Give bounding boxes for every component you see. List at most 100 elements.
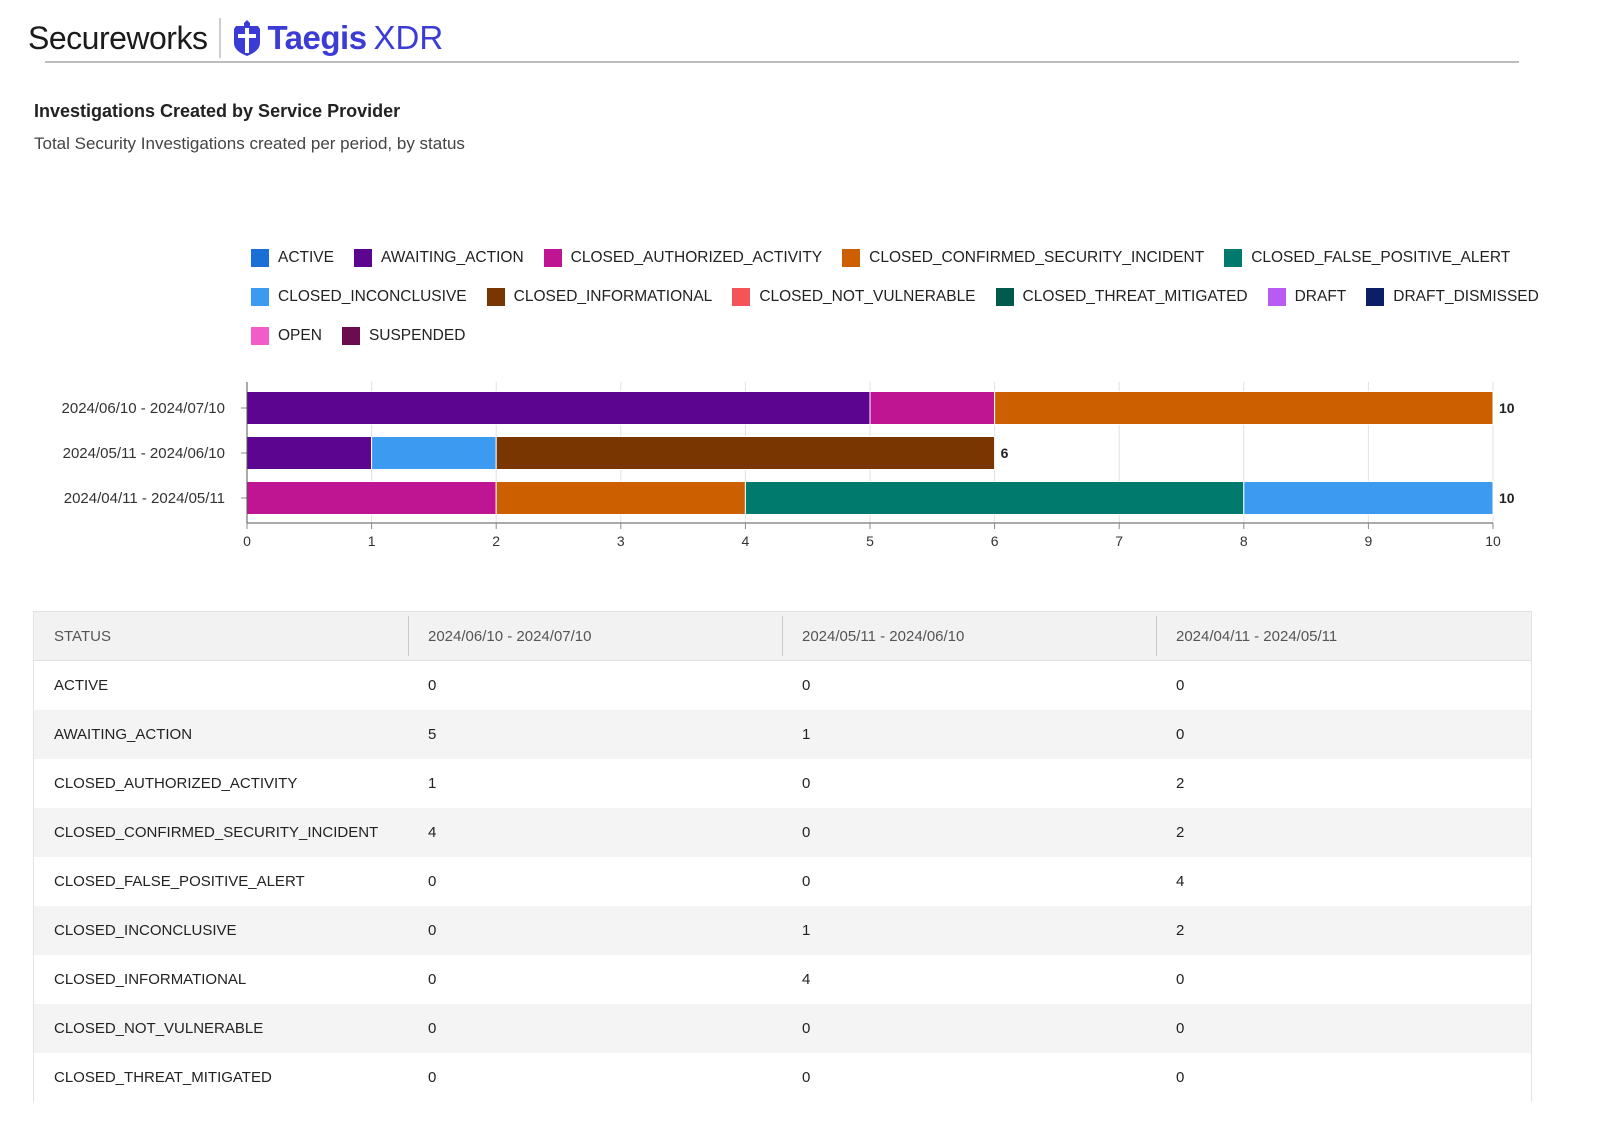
x-tick-label: 6 [991, 533, 999, 549]
legend-swatch [251, 326, 269, 345]
bar-segment [246, 391, 871, 425]
chart-legend: ACTIVE AWAITING_ACTION CLOSED_AUTHORIZED_A… [251, 238, 1539, 355]
legend-swatch [341, 326, 360, 345]
legend-label: CLOSED_THREAT_MITIGATED [1022, 287, 1248, 305]
bar-segment [869, 391, 996, 425]
legend-swatch [1366, 287, 1385, 306]
legend-item[interactable]: OPEN [251, 326, 322, 345]
bar-segment [495, 481, 746, 515]
legend-item[interactable]: CLOSED_THREAT_MITIGATED [995, 287, 1248, 306]
table-column-header[interactable]: 2024/04/11 - 2024/05/11 [1156, 615, 1530, 656]
x-tick-label: 2 [492, 533, 500, 549]
count-cell: 0 [428, 1020, 437, 1037]
legend-item[interactable]: CLOSED_INFORMATIONAL [486, 287, 712, 306]
header-brand-bar: Secureworks Taegis XDR [28, 14, 443, 62]
count-cell: 0 [802, 775, 811, 792]
x-tick-label: 0 [243, 533, 251, 549]
count-cell: 0 [802, 677, 811, 694]
table-header-row: STATUS 2024/06/10 - 2024/07/10 2024/05/11 … [34, 612, 1531, 661]
table-row: CLOSED_FALSE_POSITIVE_ALERT 0 0 4 [34, 857, 1531, 906]
xdr-product-suffix: XDR [373, 19, 444, 56]
count-cell: 0 [428, 873, 437, 890]
count-cell: 5 [428, 726, 437, 743]
bar-segment [495, 436, 996, 470]
bar-total-label: 10 [1499, 490, 1515, 506]
count-cell: 0 [1176, 1069, 1185, 1086]
y-tick-label: 2024/06/10 - 2024/07/10 [62, 400, 225, 417]
legend-item[interactable]: CLOSED_NOT_VULNERABLE [732, 287, 976, 306]
bar-segment [371, 436, 497, 470]
legend-swatch [732, 287, 751, 306]
legend-swatch [842, 248, 861, 267]
legend-swatch [995, 287, 1014, 306]
legend-item[interactable]: DRAFT [1267, 287, 1346, 306]
bar-total-label: 6 [1001, 445, 1009, 461]
table-column-header[interactable]: 2024/05/11 - 2024/06/10 [782, 615, 1156, 656]
status-cell: CLOSED_AUTHORIZED_ACTIVITY [54, 775, 298, 792]
table-row: CLOSED_NOT_VULNERABLE 0 0 0 [34, 1004, 1531, 1053]
table-row: CLOSED_INFORMATIONAL 0 4 0 [34, 955, 1531, 1004]
table-row: CLOSED_INCONCLUSIVE 0 1 2 [34, 906, 1531, 955]
legend-item[interactable]: CLOSED_INCONCLUSIVE [251, 287, 467, 306]
x-tick-label: 8 [1240, 533, 1248, 549]
legend-swatch [1224, 248, 1243, 267]
x-tick-label: 5 [866, 533, 874, 549]
legend-item[interactable]: CLOSED_FALSE_POSITIVE_ALERT [1224, 248, 1510, 267]
bar-total-label: 10 [1499, 400, 1515, 416]
table-column-header[interactable]: STATUS [54, 627, 111, 645]
legend-item[interactable]: SUSPENDED [341, 326, 465, 345]
legend-swatch [251, 248, 269, 267]
count-cell: 0 [428, 922, 437, 939]
legend-swatch [1267, 287, 1286, 306]
count-cell: 0 [1176, 677, 1185, 694]
count-cell: 1 [802, 922, 811, 939]
legend-label: CLOSED_AUTHORIZED_ACTIVITY [570, 248, 823, 266]
count-cell: 0 [1176, 1020, 1185, 1037]
legend-swatch [353, 248, 372, 267]
legend-item[interactable]: ACTIVE [251, 248, 334, 267]
count-cell: 0 [428, 1069, 437, 1086]
table-row: CLOSED_CONFIRMED_SECURITY_INCIDENT 4 0 2 [34, 808, 1531, 857]
legend-item[interactable]: AWAITING_ACTION [353, 248, 524, 267]
legend-label: CLOSED_NOT_VULNERABLE [759, 287, 976, 305]
legend-label: OPEN [278, 326, 322, 344]
count-cell: 0 [802, 1069, 811, 1086]
taegis-product-name: Taegis [267, 19, 367, 56]
table-row: CLOSED_THREAT_MITIGATED 0 0 0 [34, 1053, 1531, 1102]
count-cell: 0 [428, 677, 437, 694]
bar-segment [744, 481, 1245, 515]
status-cell: CLOSED_NOT_VULNERABLE [54, 1020, 264, 1037]
status-cell: CLOSED_FALSE_POSITIVE_ALERT [54, 873, 305, 890]
status-cell: CLOSED_CONFIRMED_SECURITY_INCIDENT [54, 824, 379, 841]
y-tick-label: 2024/04/11 - 2024/05/11 [64, 490, 225, 507]
legend-item[interactable]: CLOSED_CONFIRMED_SECURITY_INCIDENT [842, 248, 1205, 267]
x-tick-label: 10 [1485, 533, 1501, 549]
legend-item[interactable]: DRAFT_DISMISSED [1366, 287, 1539, 306]
x-tick-label: 7 [1115, 533, 1123, 549]
table-row: CLOSED_AUTHORIZED_ACTIVITY 1 0 2 [34, 759, 1531, 808]
legend-label: CLOSED_INCONCLUSIVE [278, 287, 467, 305]
count-cell: 4 [428, 824, 437, 841]
table-column-header[interactable]: 2024/06/10 - 2024/07/10 [408, 615, 782, 656]
count-cell: 0 [802, 824, 811, 841]
table-row: ACTIVE 0 0 0 [34, 661, 1531, 710]
legend-row: ACTIVE AWAITING_ACTION CLOSED_AUTHORIZED_A… [251, 238, 1511, 277]
legend-row: CLOSED_INCONCLUSIVE CLOSED_INFORMATIONAL C… [251, 277, 1539, 316]
bar-segment [246, 481, 497, 515]
legend-label: AWAITING_ACTION [380, 248, 524, 266]
report-subtitle: Total Security Investigations created pe… [34, 134, 465, 153]
header-divider [45, 61, 1519, 63]
legend-item[interactable]: CLOSED_AUTHORIZED_ACTIVITY [543, 248, 823, 267]
legend-swatch [251, 287, 269, 306]
status-cell: CLOSED_THREAT_MITIGATED [54, 1069, 272, 1086]
x-tick-label: 1 [368, 533, 376, 549]
legend-row: OPEN SUSPENDED [251, 316, 1511, 355]
legend-label: CLOSED_CONFIRMED_SECURITY_INCIDENT [869, 248, 1205, 266]
count-cell: 0 [1176, 971, 1185, 988]
status-cell: AWAITING_ACTION [54, 726, 193, 743]
legend-label: DRAFT_DISMISSED [1393, 287, 1539, 305]
count-cell: 2 [1176, 824, 1185, 841]
count-cell: 0 [428, 971, 437, 988]
count-cell: 0 [802, 1020, 811, 1037]
